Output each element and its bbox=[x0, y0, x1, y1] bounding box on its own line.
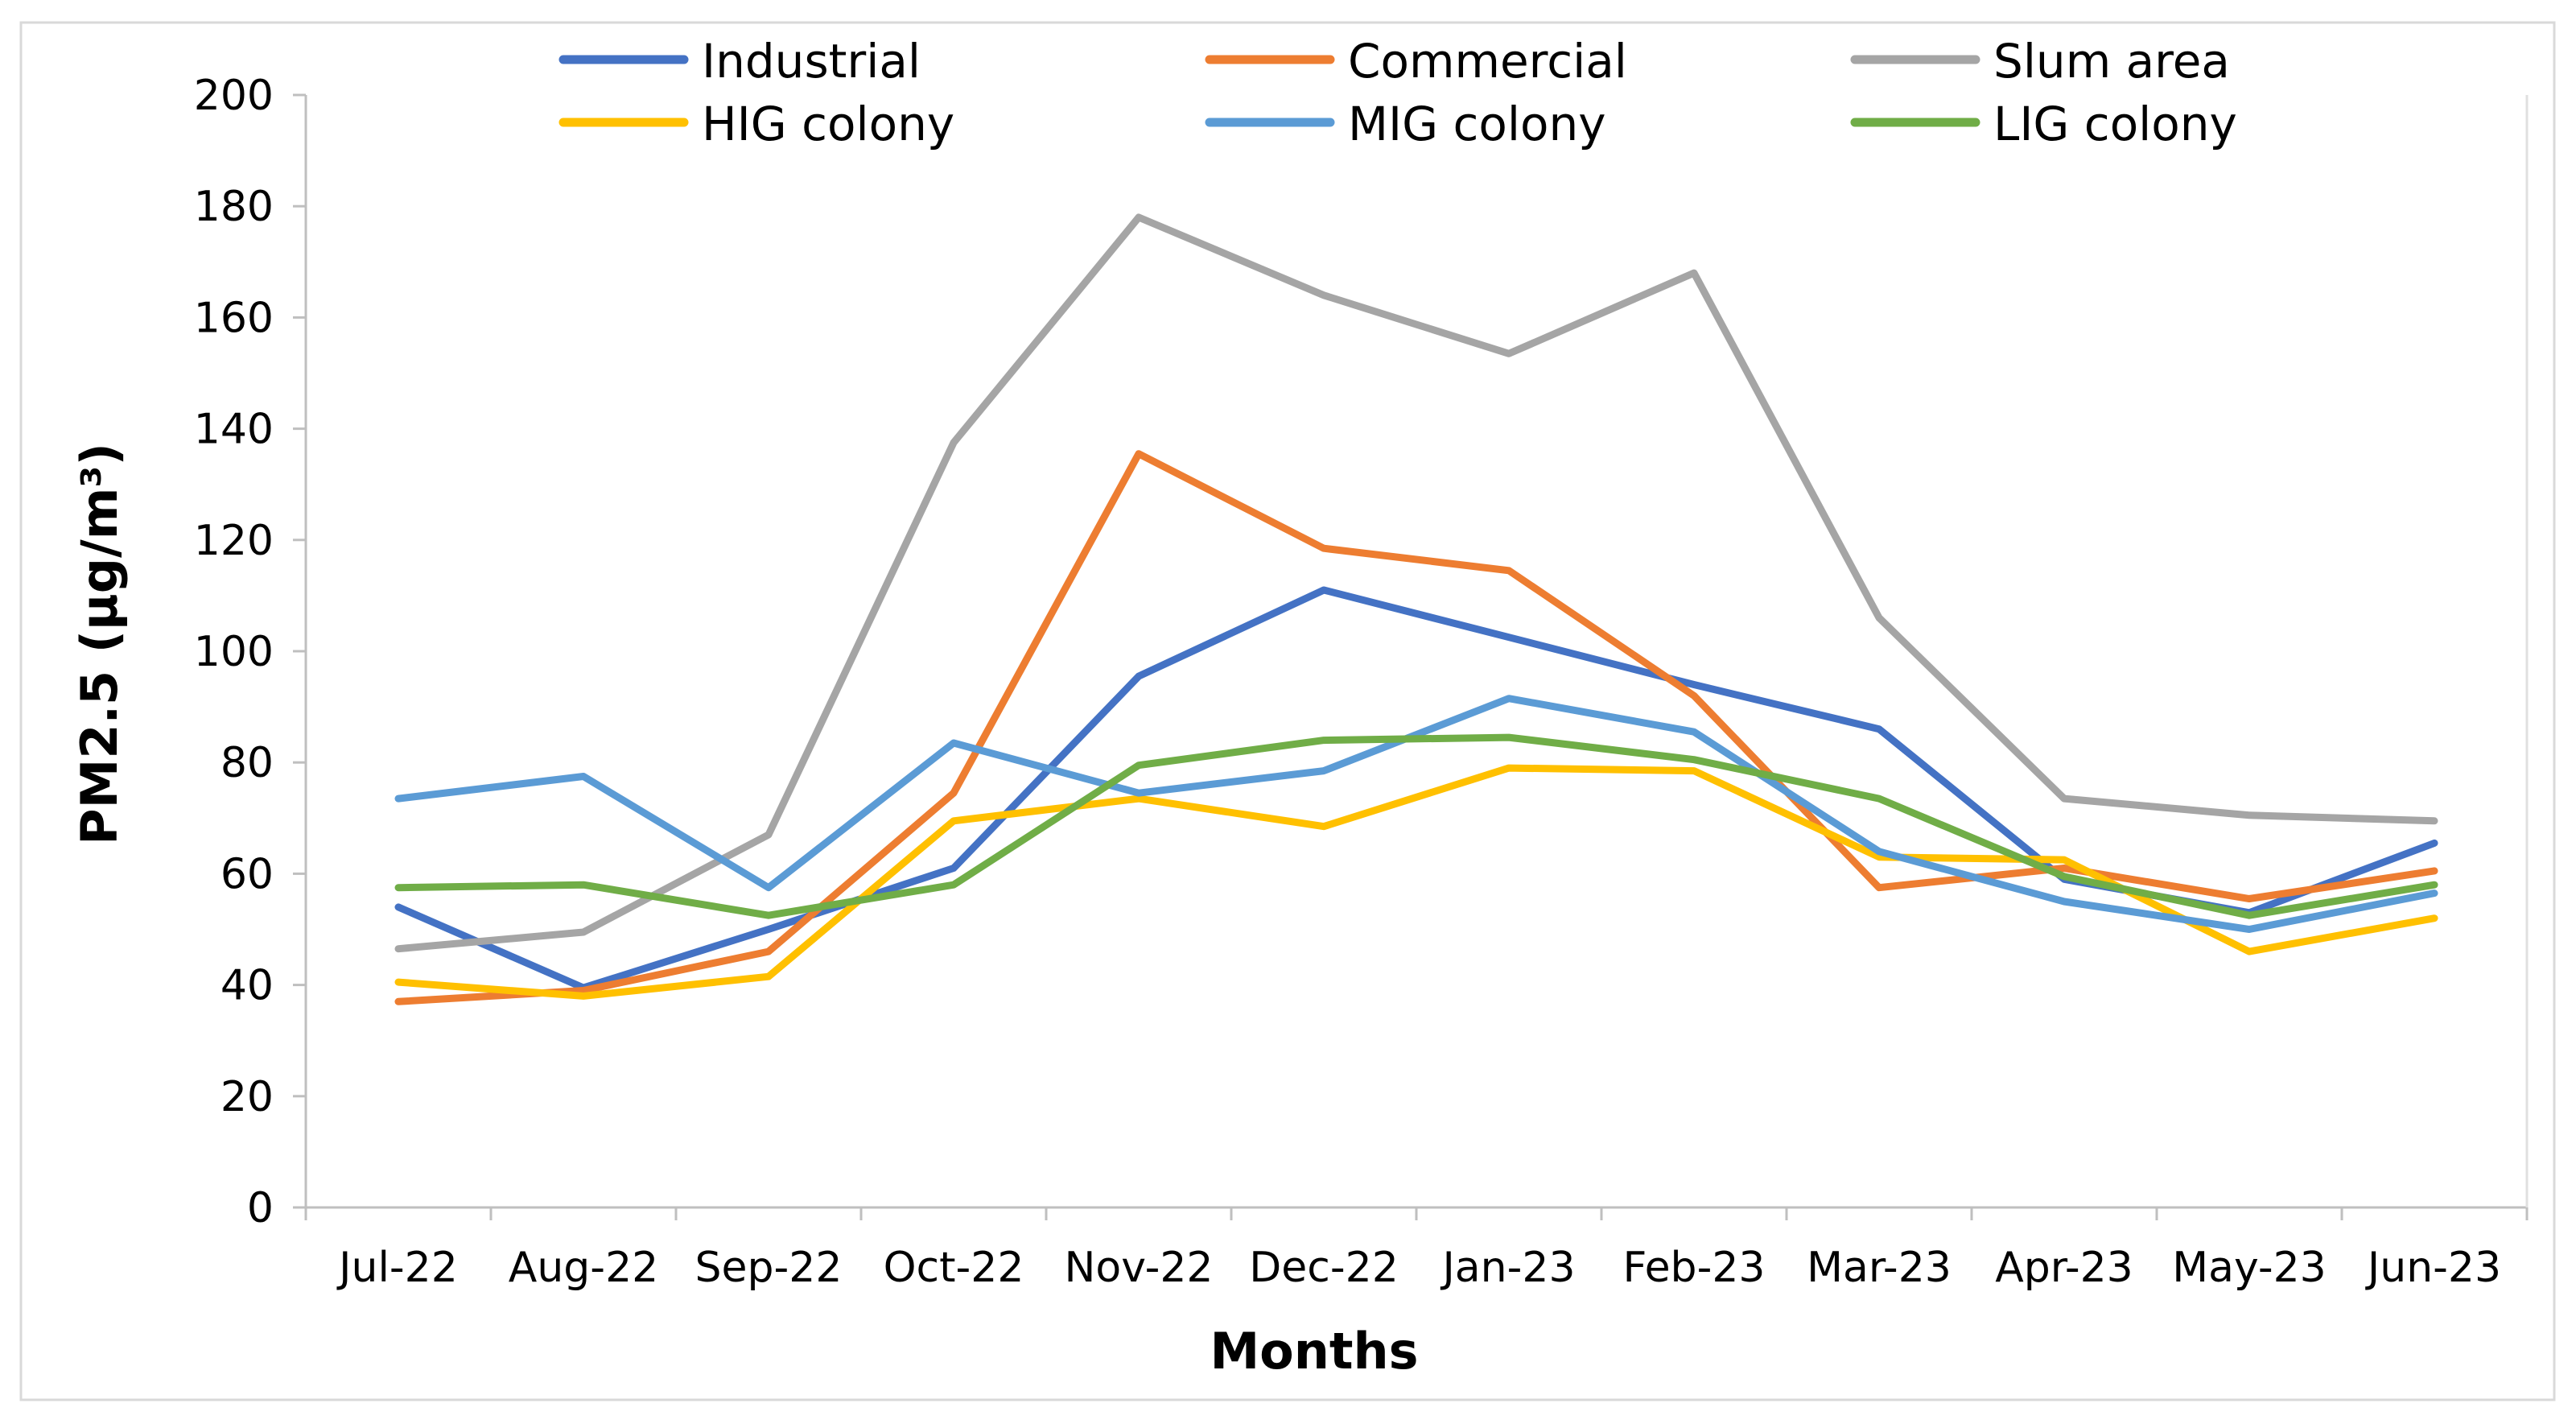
series-line-mig-colony bbox=[394, 695, 2438, 933]
x-tick-label: Feb-23 bbox=[1623, 1244, 1766, 1292]
x-tick-label: Aug-22 bbox=[509, 1244, 658, 1292]
y-axis-title: PM2.5 (µg/m³) bbox=[70, 443, 129, 845]
legend-label-commercial: Commercial bbox=[1348, 34, 1627, 89]
legend-label-mig-colony: MIG colony bbox=[1348, 97, 1606, 151]
x-tick-label: May-23 bbox=[2172, 1244, 2327, 1292]
legend-label-slum-area: Slum area bbox=[1993, 34, 2230, 89]
x-tick-label: Nov-22 bbox=[1064, 1244, 1213, 1292]
y-tick-label: 200 bbox=[194, 72, 274, 120]
y-tick-label: 120 bbox=[194, 517, 274, 565]
y-tick-label: 160 bbox=[194, 294, 274, 342]
x-axis-ticks: Jul-22 Aug-22 Sep-22 Oct-22 Nov-22 Dec-22 Jan-… bbox=[304, 1207, 2529, 1292]
series-line-hig-colony bbox=[394, 764, 2438, 1000]
x-tick-label: Dec-22 bbox=[1249, 1244, 1399, 1292]
y-tick-label: 140 bbox=[194, 406, 274, 454]
legend-label-lig-colony: LIG colony bbox=[1993, 97, 2237, 151]
legend: Industrial Commercial Slum area HIG colony M… bbox=[558, 34, 2237, 151]
y-tick-label: 40 bbox=[221, 962, 274, 1010]
series-line-slum-area bbox=[394, 213, 2438, 953]
y-tick-label: 20 bbox=[221, 1073, 274, 1121]
x-tick-label: Jan-23 bbox=[1440, 1244, 1575, 1292]
x-tick-label: Jul-22 bbox=[336, 1244, 458, 1292]
y-tick-label: 80 bbox=[221, 739, 274, 787]
series-line-lig-colony bbox=[394, 733, 2438, 919]
x-tick-label: Mar-23 bbox=[1807, 1244, 1952, 1292]
legend-label-industrial: Industrial bbox=[702, 34, 921, 89]
series-lines bbox=[394, 213, 2438, 1005]
y-tick-label: 180 bbox=[194, 183, 274, 231]
x-tick-label: Apr-23 bbox=[1995, 1244, 2133, 1292]
y-tick-label: 60 bbox=[221, 850, 274, 898]
x-tick-label: Oct-22 bbox=[884, 1244, 1024, 1292]
x-tick-label: Jun-23 bbox=[2365, 1244, 2501, 1292]
y-tick-label: 100 bbox=[194, 628, 274, 676]
x-tick-label: Sep-22 bbox=[695, 1244, 843, 1292]
legend-label-hig-colony: HIG colony bbox=[702, 97, 954, 151]
chart-border bbox=[19, 21, 2556, 1401]
x-axis-title: Months bbox=[1210, 1322, 1418, 1381]
y-tick-label: 0 bbox=[247, 1184, 274, 1232]
y-axis-ticks: 0 20 40 60 80 100 120 140 160 180 200 bbox=[194, 72, 306, 1232]
